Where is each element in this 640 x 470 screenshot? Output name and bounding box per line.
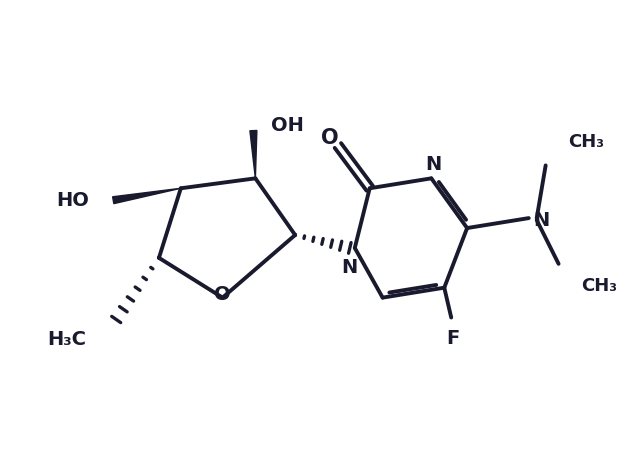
Text: OH: OH <box>271 116 304 135</box>
Text: O: O <box>214 285 231 304</box>
Text: O: O <box>321 127 339 148</box>
Polygon shape <box>113 188 181 204</box>
Text: CH₃: CH₃ <box>568 133 605 150</box>
Text: N: N <box>534 211 550 229</box>
Text: N: N <box>425 156 442 174</box>
Text: F: F <box>447 329 460 348</box>
Text: N: N <box>342 258 358 277</box>
Text: HO: HO <box>56 191 90 210</box>
Polygon shape <box>250 131 257 178</box>
Text: CH₃: CH₃ <box>582 277 618 295</box>
Text: H₃C: H₃C <box>47 330 86 349</box>
